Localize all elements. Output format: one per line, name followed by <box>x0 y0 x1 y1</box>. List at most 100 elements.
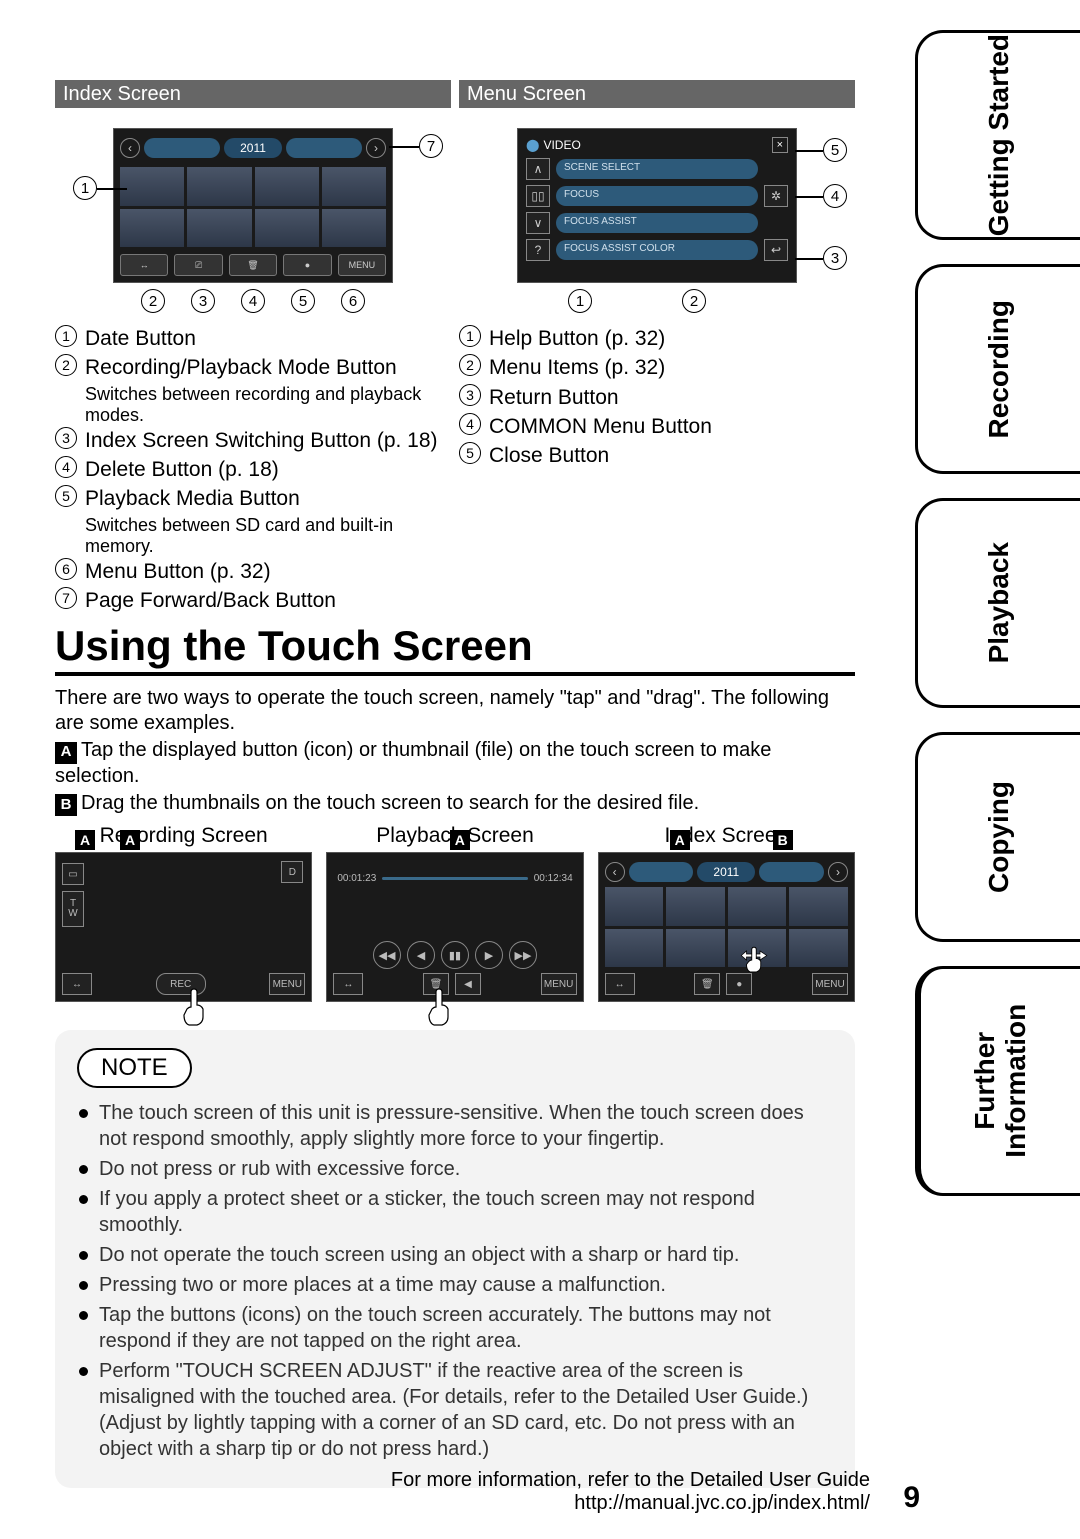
def-number: 2 <box>459 354 481 376</box>
definition-item: 2Menu Items (p. 32) <box>459 354 855 381</box>
tab-further-information[interactable]: FurtherInformation <box>915 966 1080 1196</box>
intro-text: There are two ways to operate the touch … <box>55 686 855 736</box>
page-fwd-icon: › <box>366 138 386 158</box>
label-a: A <box>55 742 77 764</box>
callout-m2: 2 <box>682 289 706 313</box>
note-item: Tap the buttons (icons) on the touch scr… <box>77 1302 833 1354</box>
definition-item: 5 Close Button <box>459 442 855 469</box>
tab-copying[interactable]: Copying <box>915 732 1080 942</box>
def-text: Delete Button (p. 18) <box>85 456 451 483</box>
note-item: The touch screen of this unit is pressur… <box>77 1100 833 1152</box>
date-label: 2011 <box>224 138 282 158</box>
definition-item: 2 Recording/Playback Mode Button <box>55 354 451 381</box>
main-title: Using the Touch Screen <box>55 622 855 676</box>
def-number: 3 <box>55 427 77 449</box>
next-icon: ▶▶ <box>509 941 537 969</box>
help-icon: ? <box>526 239 550 261</box>
def-text: Return Button <box>489 384 855 411</box>
index-screen-mini-figure: ‹ 2011 › ↔ 🗑 ● <box>598 852 855 1002</box>
def-text: Close Button <box>489 442 855 469</box>
definition-item: 4 COMMON Menu Button <box>459 413 855 440</box>
note-box: NOTE The touch screen of this unit is pr… <box>55 1030 855 1488</box>
note-item: Pressing two or more places at a time ma… <box>77 1272 833 1298</box>
label-b-marker: B <box>773 830 793 850</box>
menu-title: VIDEO <box>543 138 580 152</box>
def-text: Index Screen Switching Button (p. 18) <box>85 427 451 454</box>
pause-icon: ▮▮ <box>441 941 469 969</box>
menu-icon: MENU <box>541 973 577 995</box>
callout-6: 6 <box>341 289 365 313</box>
delete-icon: 🗑 <box>694 973 720 995</box>
menu-icon: MENU <box>269 973 305 995</box>
finger-tap-icon <box>179 987 209 1027</box>
def-number: 5 <box>459 442 481 464</box>
tab-recording[interactable]: Recording <box>915 264 1080 474</box>
year-label: 2011 <box>697 862 755 882</box>
def-number: 6 <box>55 558 77 580</box>
intro-b: Drag the thumbnails on the touch screen … <box>81 792 699 814</box>
menu-screen-header: Menu Screen <box>459 80 855 108</box>
definition-item: 4 Delete Button (p. 18) <box>55 456 451 483</box>
menu-item: FOCUS <box>556 186 758 206</box>
def-number: 2 <box>55 354 77 376</box>
playback-screen-figure: 00:01:23 00:12:34 ◀◀ ◀ ▮▮ ▶ ▶▶ ↔ <box>326 852 583 1002</box>
fwd-icon: ▶ <box>475 941 503 969</box>
mode-icon: ↔ <box>120 254 168 276</box>
callout-m5: 5 <box>823 138 847 162</box>
callout-m1: 1 <box>568 289 592 313</box>
time-end: 00:12:34 <box>534 873 573 884</box>
return-icon: ↩ <box>764 239 788 261</box>
def-text: Recording/Playback Mode Button <box>85 354 451 381</box>
tab-getting-started[interactable]: Getting Started <box>915 30 1080 240</box>
menu-item: FOCUS ASSIST COLOR <box>556 240 758 260</box>
definition-item: 7 Page Forward/Back Button <box>55 587 451 614</box>
label-a-marker: A <box>450 830 470 850</box>
menu-icon: MENU <box>812 973 848 995</box>
callout-4: 4 <box>241 289 265 313</box>
menu-icon: MENU <box>338 254 386 276</box>
pause-icon: ▯▯ <box>526 185 550 207</box>
index-screen-figure: ‹ 2011 › ↔ ⎚ 🗑 ● ME <box>55 128 451 313</box>
up-icon: ∧ <box>526 158 550 180</box>
intro-a: Tap the displayed button (icon) or thumb… <box>55 739 771 786</box>
mode-icon: ↔ <box>333 973 363 995</box>
def-subtext: Switches between SD card and built-in me… <box>85 515 451 558</box>
label-a-marker: A <box>75 830 95 850</box>
menu-definitions: 1 Help Button (p. 32)2Menu Items (p. 32) 3… <box>459 325 855 469</box>
def-subtext: Switches between recording and playback … <box>85 384 451 427</box>
recording-screen-figure: ▭ T W D ↔ REC MENU <box>55 852 312 1002</box>
finger-drag-icon <box>739 937 769 977</box>
definition-item: 1 Help Button (p. 32) <box>459 325 855 352</box>
note-item: Do not operate the touch screen using an… <box>77 1242 833 1268</box>
tab-playback[interactable]: Playback <box>915 498 1080 708</box>
menu-item: FOCUS ASSIST <box>556 213 758 233</box>
footer: For more information, refer to the Detai… <box>391 1469 870 1515</box>
callout-7: 7 <box>419 134 443 158</box>
mode-icon: ↔ <box>605 973 635 995</box>
def-number: 7 <box>55 587 77 609</box>
prev-icon: ◀◀ <box>373 941 401 969</box>
label-a-marker: A <box>120 830 140 850</box>
rec-mode-icon: ▭ <box>62 863 84 885</box>
def-text: Help Button (p. 32) <box>489 325 855 352</box>
down-icon: ∨ <box>526 212 550 234</box>
callout-m3: 3 <box>823 246 847 270</box>
time-start: 00:01:23 <box>337 873 376 884</box>
footer-line1: For more information, refer to the Detai… <box>391 1469 870 1492</box>
definition-item: 3Return Button <box>459 384 855 411</box>
def-number: 4 <box>55 456 77 478</box>
finger-tap-icon <box>424 987 454 1027</box>
definition-item: 3 Index Screen Switching Button (p. 18) <box>55 427 451 454</box>
vol-icon: ◀ <box>455 973 481 995</box>
def-text: COMMON Menu Button <box>489 413 855 440</box>
footer-url: http://manual.jvc.co.jp/index.html/ <box>391 1492 870 1515</box>
index-screen-header: Index Screen <box>55 80 451 108</box>
def-number: 1 <box>459 325 481 347</box>
def-number: 4 <box>459 413 481 435</box>
def-text: Playback Media Button <box>85 485 451 512</box>
def-text: Page Forward/Back Button <box>85 587 451 614</box>
common-icon: ✲ <box>764 185 788 207</box>
note-item: If you apply a protect sheet or a sticke… <box>77 1186 833 1238</box>
page-number: 9 <box>903 1481 920 1515</box>
delete-icon: 🗑 <box>229 254 277 276</box>
